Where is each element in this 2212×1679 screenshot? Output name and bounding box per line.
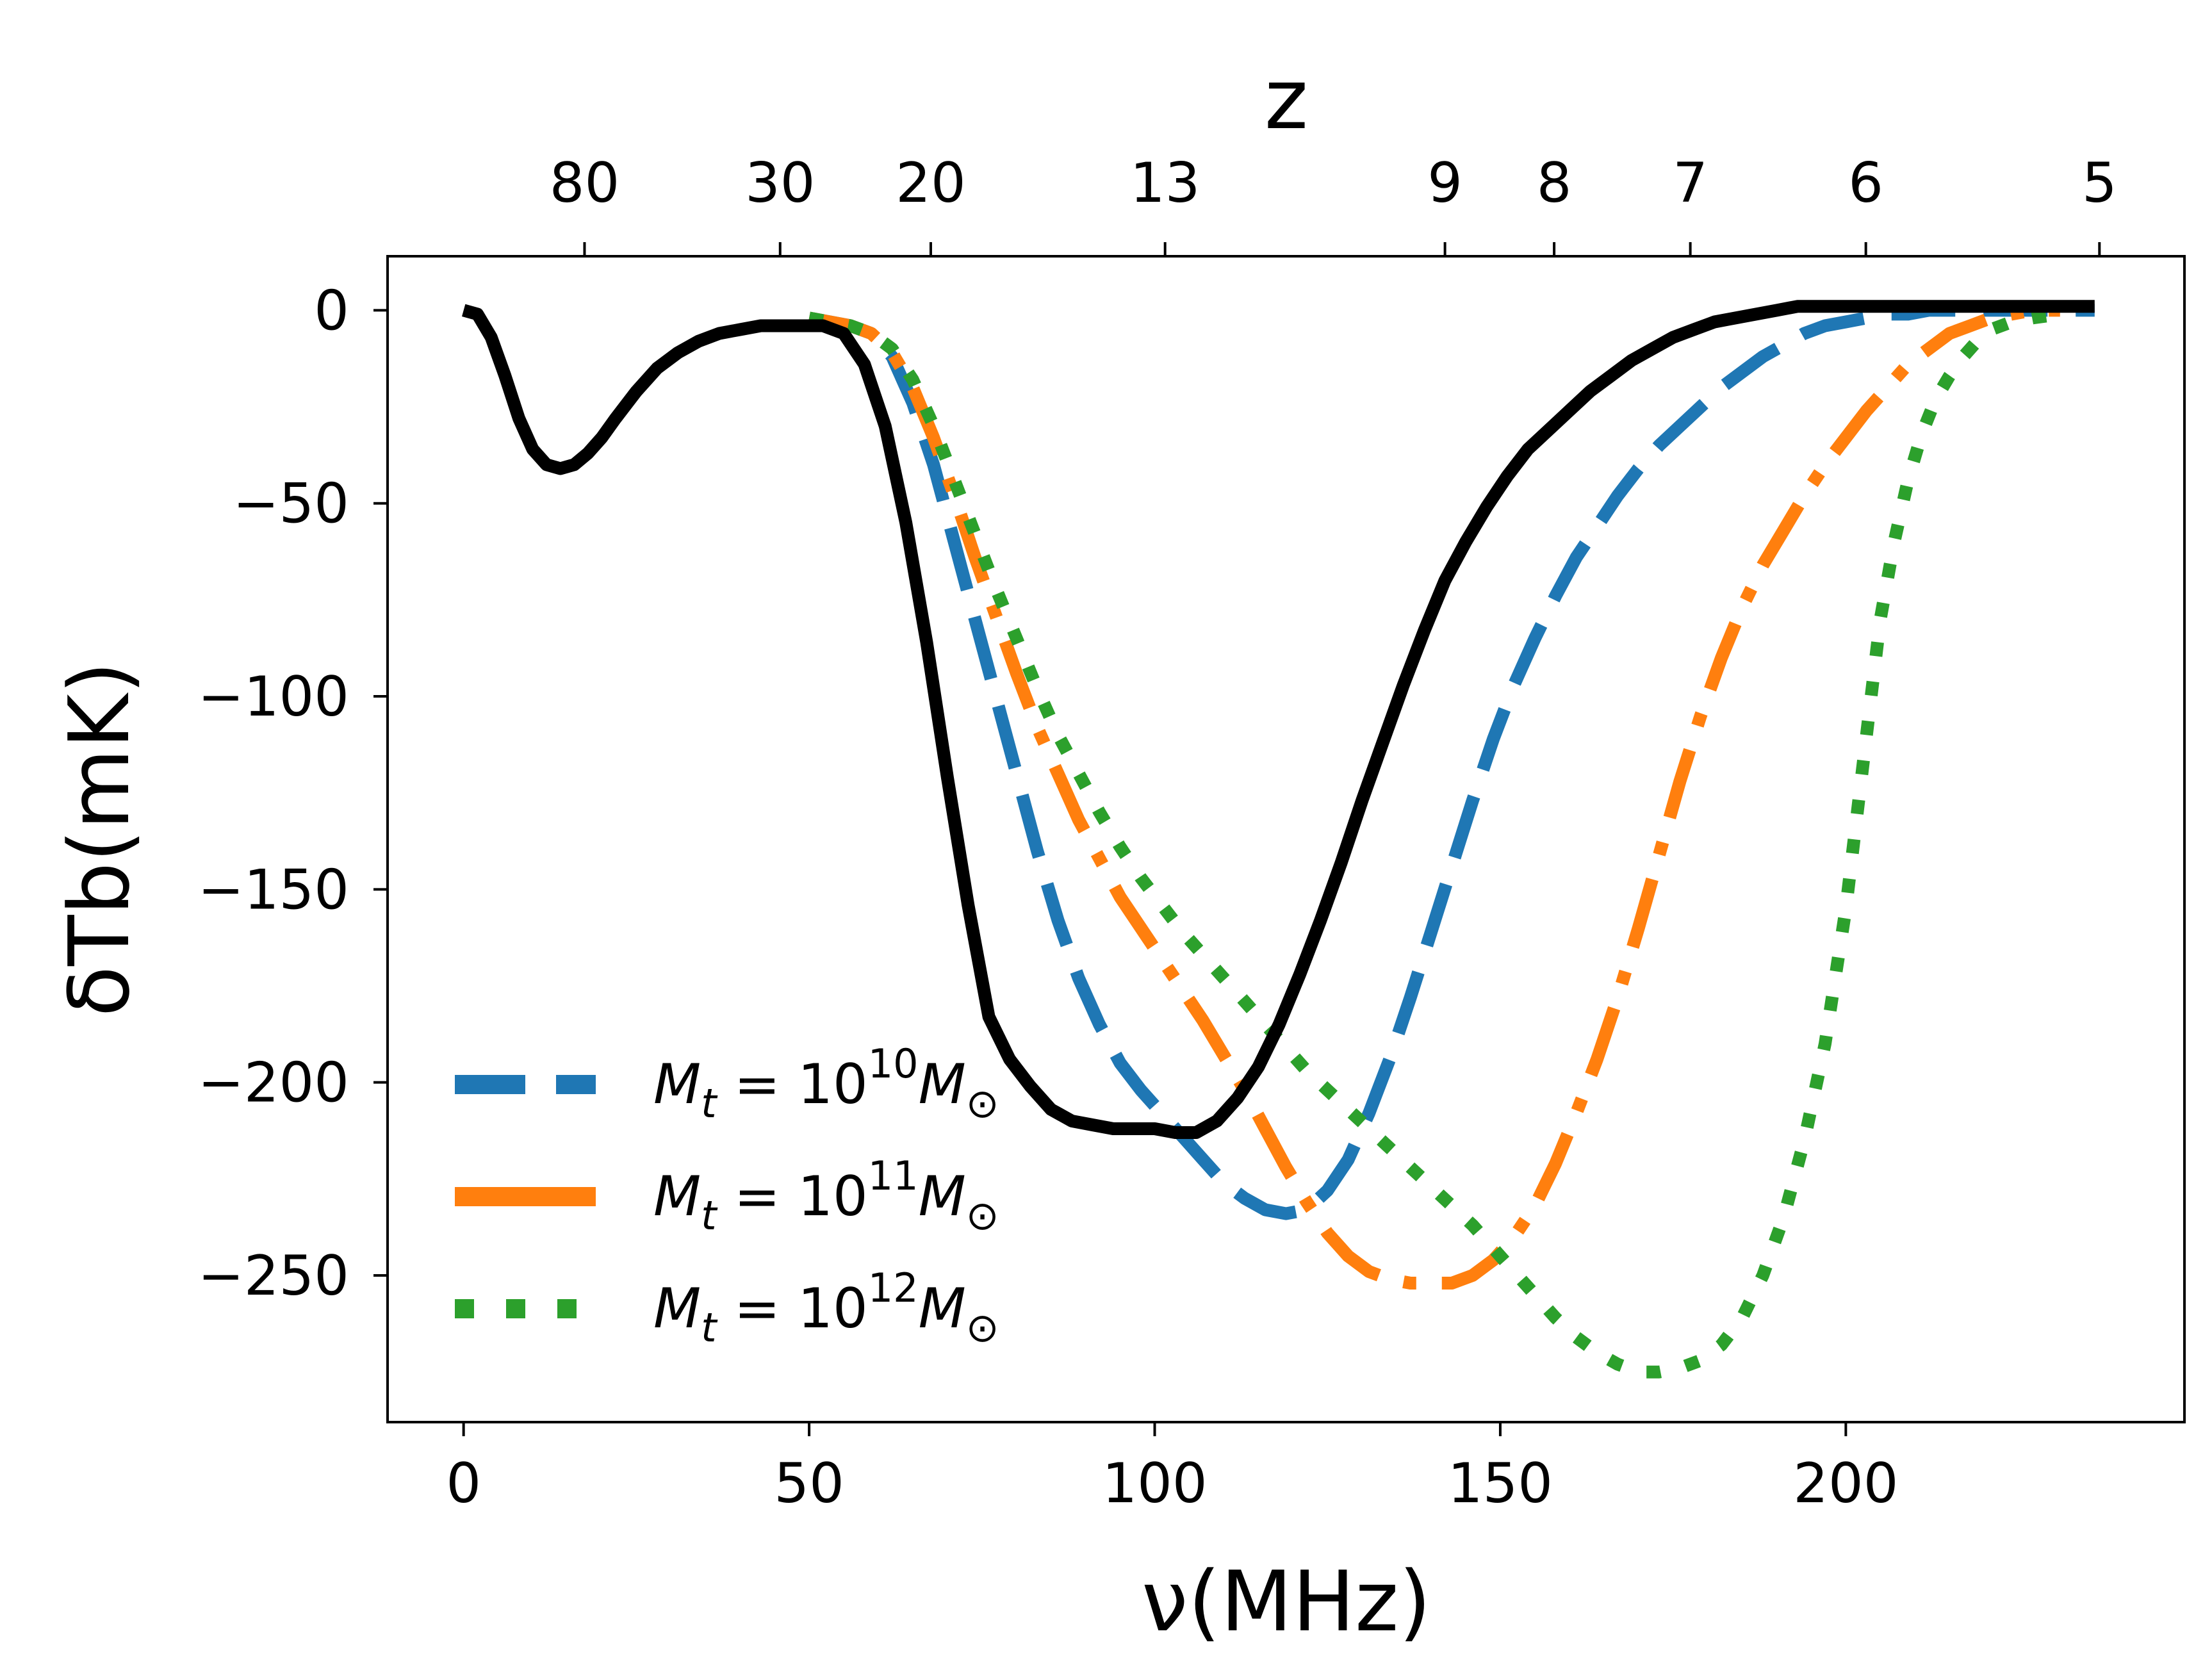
top-tick-label: 7	[1673, 151, 1708, 215]
x-tick-label: 0	[446, 1452, 481, 1516]
legend: Mt = 1010M⊙ Mt = 1011M⊙ Mt = 1012M⊙	[455, 1040, 999, 1351]
y-tick-label: −200	[198, 1051, 349, 1115]
y-tick-label: −250	[198, 1244, 349, 1308]
top-tick-label: 5	[2082, 151, 2117, 215]
plot-frame	[386, 255, 2186, 1423]
top-axis-title: z	[1265, 51, 1308, 148]
top-tick-label: 6	[1848, 151, 1883, 215]
top-tick-label: 8	[1537, 151, 1572, 215]
series-layer	[462, 300, 2095, 1379]
top-tick-label: 13	[1130, 151, 1200, 215]
x-tick-label: 50	[774, 1452, 844, 1516]
ticks-layer: 0 50 100 150 200 0 −50 −100 −150 −200 −250 80 30 20 13…	[198, 151, 2117, 1516]
x-tick-label: 100	[1102, 1452, 1207, 1516]
top-tick-label: 9	[1427, 151, 1462, 215]
y-tick-label: −150	[198, 858, 349, 922]
series-line-dashdot	[808, 304, 2060, 1290]
series-line-black	[462, 300, 2095, 1139]
legend-entry-3: Mt = 1012M⊙	[653, 1265, 999, 1351]
x-axis-title: ν(MHz)	[1142, 1553, 1431, 1650]
series-line-dashed	[808, 304, 2095, 1220]
legend-entry-1: Mt = 1010M⊙	[653, 1040, 999, 1127]
x-tick-label: 200	[1793, 1452, 1898, 1516]
y-axis-title: δTb(mK)	[51, 662, 148, 1017]
legend-entry-2: Mt = 1011M⊙	[653, 1152, 999, 1239]
top-tick-label: 80	[550, 151, 619, 215]
top-tick-label: 20	[896, 151, 965, 215]
y-tick-label: 0	[314, 279, 349, 343]
top-tick-label: 30	[745, 151, 815, 215]
y-tick-label: −100	[198, 665, 349, 729]
x-tick-label: 150	[1448, 1452, 1553, 1516]
y-tick-label: −50	[233, 472, 350, 536]
